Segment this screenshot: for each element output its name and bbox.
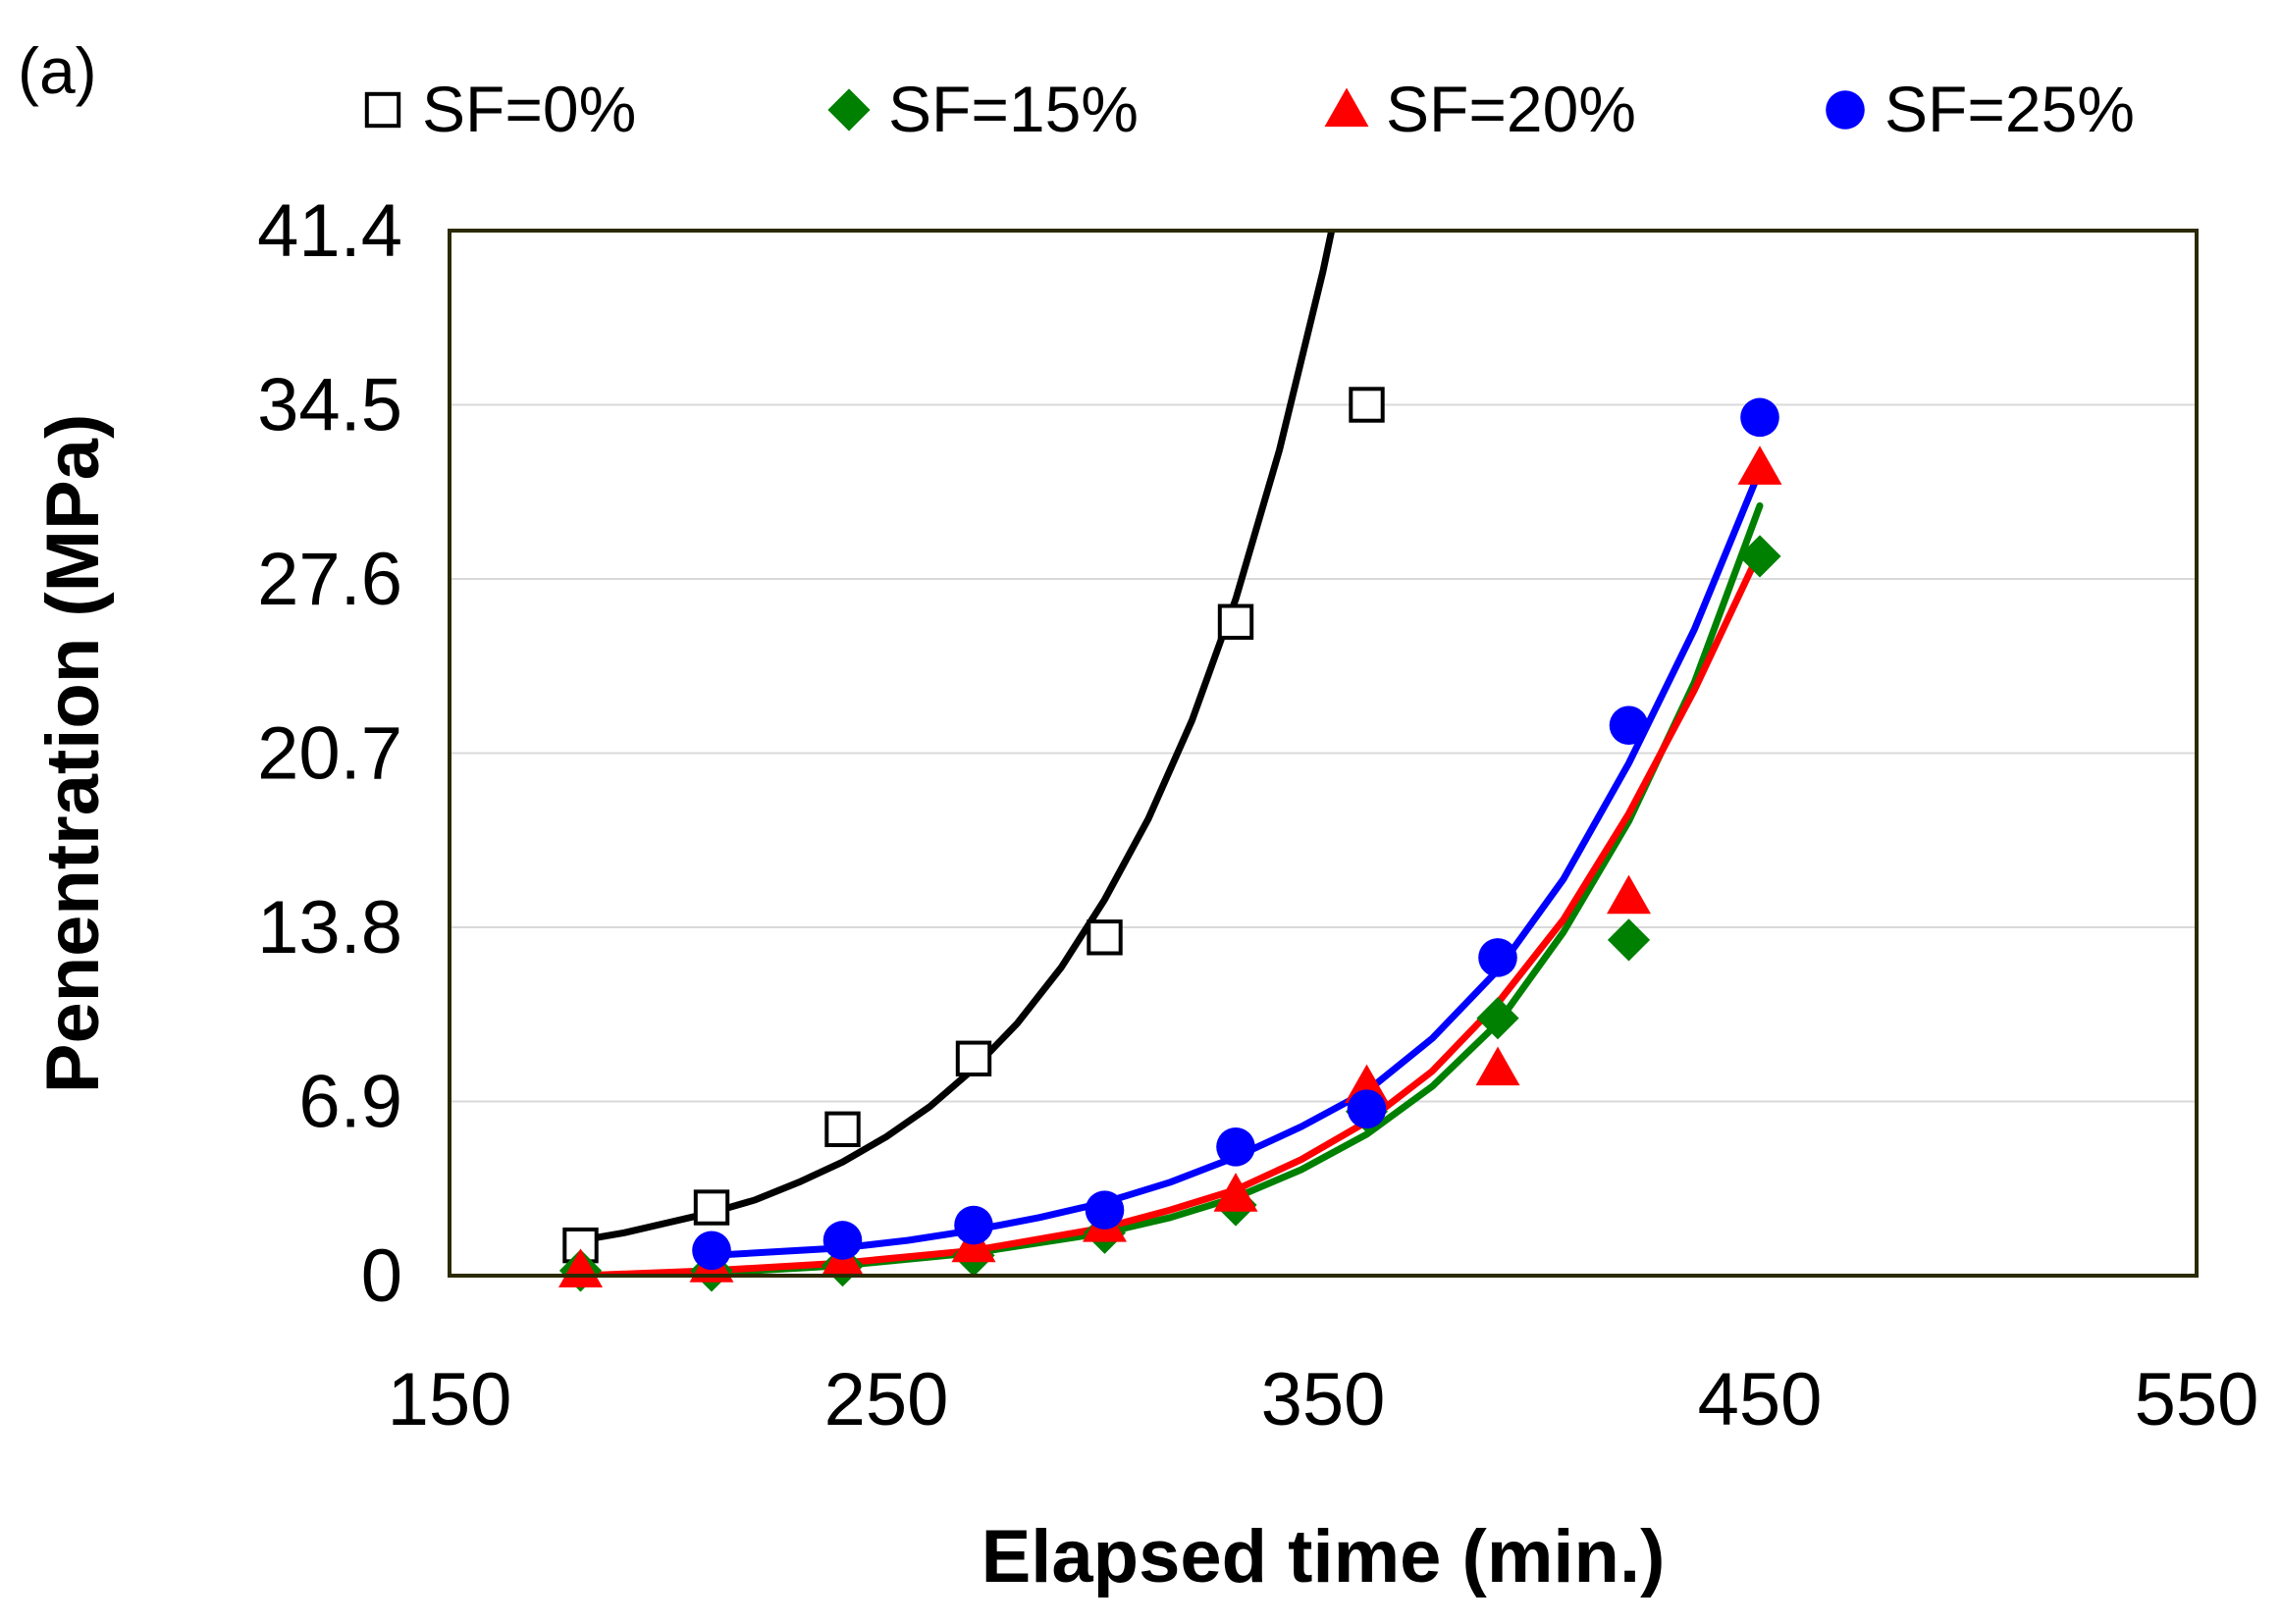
y-tick-label: 20.7 — [257, 712, 402, 796]
x-axis-title: Elapsed time (min.) — [981, 1515, 1666, 1598]
data-point-sf-15 — [1738, 535, 1781, 578]
y-axis-ticks: 0 6.9 13.8 20.7 27.6 34.5 41.4 — [257, 189, 402, 1318]
x-tick-label: 350 — [1261, 1358, 1386, 1441]
x-tick-label: 250 — [824, 1358, 949, 1441]
legend: SF=0% SF=15% SF=20% SF=25% — [364, 73, 2135, 145]
data-point-sf-0 — [1217, 603, 1254, 640]
data-point-sf-25 — [692, 1231, 731, 1271]
data-point-sf-0 — [693, 1189, 730, 1226]
y-tick-label: 6.9 — [298, 1061, 402, 1144]
legend-label: SF=15% — [888, 73, 1139, 145]
legend-marker-sf-20 — [1324, 87, 1369, 128]
legend-label: SF=25% — [1884, 73, 2135, 145]
data-point-sf-25 — [1347, 1089, 1387, 1129]
x-tick-label: 450 — [1698, 1358, 1823, 1441]
data-point-sf-20 — [1737, 445, 1782, 485]
data-point-sf-15 — [1476, 997, 1519, 1040]
data-point-sf-20 — [1213, 1173, 1258, 1212]
fit-curve-sf-20 — [577, 548, 1764, 1276]
x-tick-label: 550 — [2135, 1358, 2259, 1441]
data-point-sf-0 — [824, 1111, 861, 1147]
y-tick-label: 13.8 — [257, 886, 402, 969]
y-tick-label: 41.4 — [257, 189, 402, 273]
data-point-sf-25 — [1478, 938, 1517, 977]
data-point-sf-25 — [1609, 706, 1649, 746]
data-point-sf-0 — [1349, 387, 1385, 423]
data-point-sf-0 — [1087, 919, 1123, 956]
panel-label: (a) — [18, 34, 97, 107]
legend-item-sf-15: SF=15% — [827, 73, 1139, 145]
legend-label: SF=0% — [422, 73, 636, 145]
legend-marker-sf-0 — [364, 91, 401, 129]
data-point-sf-20 — [1475, 1046, 1520, 1086]
gridlines — [450, 403, 2197, 1103]
y-axis-title: Penentration (MPa) — [31, 414, 115, 1094]
data-point-sf-25 — [954, 1205, 993, 1245]
data-point-sf-15 — [1607, 918, 1651, 962]
legend-item-sf-0: SF=0% — [364, 73, 636, 145]
data-point-sf-20 — [558, 1248, 603, 1287]
legend-marker-sf-15 — [827, 88, 871, 131]
legend-item-sf-25: SF=25% — [1826, 73, 2135, 145]
plot-frame — [448, 229, 2199, 1278]
y-tick-label: 34.5 — [257, 364, 402, 447]
data-point-sf-25 — [1085, 1190, 1125, 1230]
data-point-sf-20 — [1607, 874, 1651, 915]
y-tick-label: 27.6 — [257, 538, 402, 621]
x-tick-label: 150 — [388, 1358, 512, 1441]
data-point-sf-25 — [1216, 1127, 1255, 1167]
x-axis-ticks: 150 250 350 450 550 — [388, 1358, 2259, 1441]
data-point-sf-25 — [822, 1221, 863, 1260]
fit-curve-sf-25 — [708, 466, 1764, 1259]
data-point-sf-0 — [955, 1040, 992, 1076]
legend-item-sf-20: SF=20% — [1324, 73, 1636, 145]
y-tick-label: 0 — [361, 1234, 402, 1318]
legend-label: SF=20% — [1386, 73, 1636, 145]
legend-marker-sf-25 — [1826, 90, 1865, 130]
data-point-sf-25 — [1740, 397, 1779, 438]
